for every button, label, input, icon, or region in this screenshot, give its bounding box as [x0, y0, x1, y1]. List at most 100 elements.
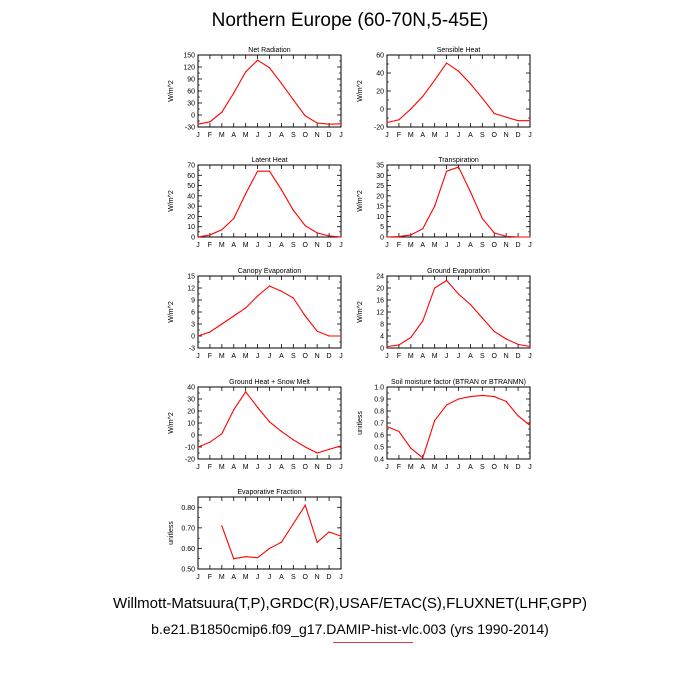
y-tick-label: 20 [187, 409, 195, 416]
plot-frame [386, 275, 531, 349]
x-tick-label: M [432, 353, 438, 360]
y-tick-label: 0.7 [374, 421, 384, 428]
data-point [398, 344, 400, 346]
y-tick-label: 30 [187, 101, 195, 108]
x-tick-label: O [303, 353, 309, 360]
x-tick-label: F [208, 353, 212, 360]
plot-frame [197, 496, 342, 570]
data-point [505, 235, 507, 237]
y-tick-label: 8 [380, 322, 384, 329]
x-tick-label: S [291, 464, 296, 471]
y-tick-label: 20 [187, 214, 195, 221]
plot-frame [197, 164, 342, 238]
data-point [209, 121, 211, 123]
x-tick-label: O [303, 242, 309, 249]
y-tick-label: 6 [191, 310, 195, 317]
x-tick-label: M [408, 132, 414, 139]
x-tick-label: J [268, 574, 272, 581]
x-tick-label: A [231, 132, 236, 139]
plot-frame [197, 275, 342, 349]
data-point [221, 229, 223, 231]
data-point [209, 441, 211, 443]
data-point [386, 236, 388, 238]
x-tick-label: S [480, 353, 485, 360]
data-point [256, 406, 259, 408]
series-line [197, 170, 342, 238]
x-tick-label: A [468, 353, 473, 360]
y-axis-label: W/m^2 [357, 301, 364, 323]
data-point [209, 234, 211, 236]
data-point [292, 523, 294, 525]
x-tick-label: J [528, 242, 532, 249]
data-point [221, 111, 223, 113]
x-tick-label: N [504, 464, 509, 471]
x-tick-label: S [291, 242, 296, 249]
data-point [233, 558, 235, 560]
series-line [386, 279, 531, 348]
y-tick-label: 15 [187, 274, 195, 281]
y-tick-label: 10 [187, 421, 195, 428]
data-point [340, 236, 342, 238]
data-point [304, 115, 306, 117]
data-point [445, 170, 448, 172]
y-tick-label: 0.70 [181, 525, 195, 532]
x-tick-label: J [445, 464, 449, 471]
x-tick-label: N [504, 242, 509, 249]
data-point [209, 331, 211, 333]
x-tick-label: J [339, 574, 343, 581]
data-point [505, 400, 507, 402]
data-point [410, 336, 412, 339]
y-tick-label: -20 [374, 125, 384, 132]
x-tick-label: A [279, 464, 284, 471]
x-tick-label: N [315, 574, 320, 581]
y-tick-label: 12 [187, 286, 195, 293]
data-point [292, 209, 294, 211]
data-point [481, 394, 483, 396]
panel-title: Ground Heat + Snow Melt [229, 379, 310, 386]
x-tick-label: O [492, 464, 498, 471]
y-tick-label: -30 [185, 125, 195, 132]
x-tick-label: D [327, 574, 332, 581]
figure-title: Northern Europe (60-70N,5-45E) [211, 10, 489, 31]
x-tick-label: D [516, 353, 521, 360]
data-point [245, 391, 247, 393]
data-point [517, 343, 519, 345]
x-tick-label: M [432, 242, 438, 249]
y-tick-label: 150 [183, 53, 195, 60]
series-line [221, 503, 342, 560]
x-tick-label: M [432, 464, 438, 471]
data-point [280, 290, 283, 292]
y-tick-label: 40 [187, 193, 195, 200]
data-point [233, 315, 235, 317]
y-axis-label: W/m^2 [168, 301, 175, 323]
y-tick-label: 0 [380, 107, 384, 114]
y-tick-label: 30 [187, 204, 195, 211]
x-tick-label: M [243, 464, 249, 471]
chart-panel-8: Soil moisture factor (BTRAN or BTRANMN) u… [357, 379, 532, 471]
x-tick-label: M [432, 132, 438, 139]
y-tick-label: 10 [187, 224, 195, 231]
x-tick-label: M [219, 132, 225, 139]
data-point [292, 99, 294, 101]
data-point [398, 430, 400, 432]
x-tick-label: N [315, 464, 320, 471]
data-point [256, 170, 259, 172]
data-point [221, 525, 223, 527]
data-point [245, 307, 247, 309]
data-point [268, 421, 271, 423]
chart-panel-9: Evaporative Fraction unitless 0.80 0.70 0.60… [168, 489, 343, 581]
x-tick-label: M [219, 574, 225, 581]
x-tick-label: J [256, 353, 260, 360]
x-tick-label: J [196, 353, 200, 360]
x-tick-label: F [397, 242, 401, 249]
data-point [422, 320, 424, 322]
series-line [386, 62, 530, 124]
x-tick-label: M [243, 242, 249, 249]
data-point [469, 83, 472, 85]
data-point [481, 97, 483, 99]
data-point [292, 439, 294, 441]
data-point [469, 191, 472, 193]
footer-sources: Willmott-Matsuura(T,P),GRDC(R),USAF/ETAC… [113, 595, 587, 612]
y-tick-label: 20 [376, 286, 384, 293]
